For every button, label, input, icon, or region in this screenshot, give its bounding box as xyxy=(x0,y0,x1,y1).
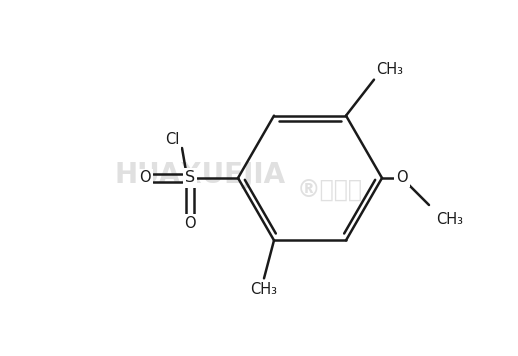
Text: ®化学加: ®化学加 xyxy=(297,178,363,202)
Text: CH₃: CH₃ xyxy=(376,62,403,77)
Text: O: O xyxy=(184,215,196,230)
Text: O: O xyxy=(139,171,151,185)
Text: O: O xyxy=(396,171,408,185)
Text: CH₃: CH₃ xyxy=(436,212,463,227)
Text: HUAXUEJIA: HUAXUEJIA xyxy=(114,161,285,189)
Text: Cl: Cl xyxy=(165,132,179,147)
Text: S: S xyxy=(185,171,195,185)
Text: CH₃: CH₃ xyxy=(251,282,278,297)
